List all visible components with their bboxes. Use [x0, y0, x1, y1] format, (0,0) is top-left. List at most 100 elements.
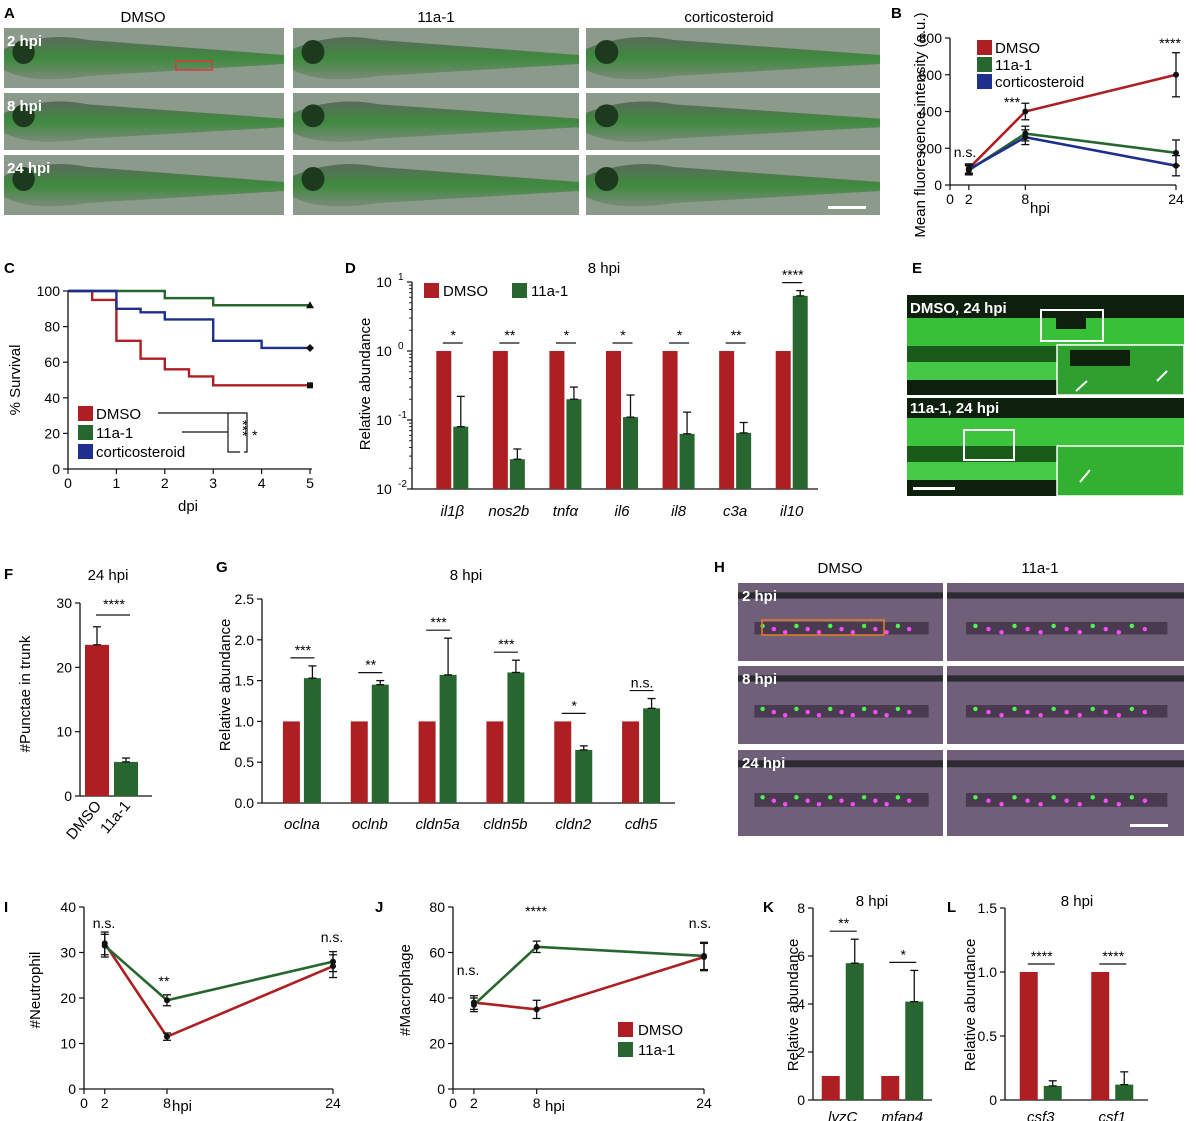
labelled-cell: [782, 712, 788, 718]
f-y-tick-label: 10: [56, 724, 72, 740]
l-axes: 0 0.5 1.0 1.5: [978, 900, 1148, 1108]
b-data-point: [1173, 162, 1179, 169]
labelled-cell: [1116, 801, 1122, 807]
c-end-marker: [306, 343, 314, 352]
k-y-tick-label: 0: [797, 1092, 805, 1108]
c-x-tick-label: 1: [113, 475, 121, 491]
labelled-cell: [1025, 798, 1030, 803]
j-data-point: [533, 1006, 540, 1013]
col-label-dmso: DMSO: [121, 9, 166, 26]
row-label: 2 hpi: [742, 588, 777, 605]
b-sig-24hpi: ****: [1159, 35, 1181, 51]
c-legend-dmso: DMSO: [96, 406, 141, 423]
larva-dorsal-band: [947, 760, 1184, 768]
panel-e: E DMSO, 24 hpi 11a-1, 24 hpi: [907, 260, 1185, 497]
k-sig-label: *: [901, 946, 907, 962]
panel-letter-j: J: [375, 899, 383, 916]
panel-g: G 8 hpi Relative abundance 0.0 0.5 1.0 1.5 2…: [216, 559, 675, 833]
c-x-tick-label: 2: [161, 475, 169, 491]
panel-letter-i: I: [4, 899, 8, 916]
b-legend-swatch-corticosteroid: [977, 74, 992, 89]
l-sig-label: ****: [1102, 948, 1124, 964]
i-data-point: [164, 1033, 170, 1040]
j-y-tick-label: 80: [429, 899, 445, 915]
g-category-label: cldn5a: [415, 816, 459, 833]
larva-dorsal-band: [947, 592, 1184, 599]
labelled-cell: [973, 795, 978, 800]
row-label: 2 hpi: [7, 33, 42, 50]
d-bar-11a1: [736, 432, 752, 489]
labelled-cell: [782, 629, 788, 635]
c-sig-11a1: ***: [235, 420, 251, 437]
d-y-tick-exponent: 1: [398, 272, 404, 283]
labelled-cell: [999, 629, 1004, 635]
f-bar: [114, 761, 138, 796]
d-category-label: il10: [780, 503, 804, 520]
c-plot: [68, 289, 314, 389]
labelled-cell: [760, 795, 765, 800]
j-legend-dmso: DMSO: [638, 1022, 683, 1039]
g-sig-label: **: [365, 657, 376, 673]
d-bar-11a1: [623, 417, 638, 489]
labelled-cell: [816, 629, 822, 635]
labelled-cell: [760, 706, 765, 712]
labelled-cell: [771, 798, 777, 803]
j-x-tick-label: 8: [533, 1095, 541, 1111]
l-title: 8 hpi: [1061, 893, 1094, 910]
labelled-cell: [1012, 795, 1017, 800]
j-xlabel: hpi: [545, 1098, 565, 1115]
g-y-tick-label: 2.0: [235, 632, 255, 648]
c-legend: DMSO 11a-1 corticosteroid *** *: [78, 406, 258, 461]
k-category-label: mfap4: [881, 1109, 923, 1121]
larva-body: [4, 101, 284, 142]
k-bar-dmso: [821, 1076, 840, 1100]
larva-eye: [12, 104, 35, 128]
c-y-tick-label: 80: [44, 319, 60, 335]
d-title: 8 hpi: [588, 260, 621, 277]
e-micrograph-dmso: DMSO, 24 hpi: [907, 295, 1185, 396]
labelled-cell: [861, 795, 867, 800]
larva-body: [586, 37, 880, 80]
b-data-point: [1022, 108, 1029, 115]
g-bar-dmso: [554, 721, 572, 803]
labelled-cell: [861, 623, 867, 629]
d-category-label: il1β: [440, 503, 464, 520]
i-data-point: [164, 997, 170, 1004]
d-legend-swatch-dmso: [424, 283, 439, 298]
k-sig-label: **: [838, 915, 849, 931]
labelled-cell: [884, 712, 889, 718]
b-y-tick-label: 0: [934, 177, 942, 193]
panel-f: F 24 hpi #Punctae in trunk 0 10 20 30 DMSO1…: [4, 566, 152, 843]
b-legend-11a1: 11a-1: [995, 57, 1032, 74]
larva-eye: [594, 167, 619, 191]
g-bar-dmso: [486, 721, 504, 803]
labelled-cell: [1077, 629, 1082, 635]
i-plot: [100, 931, 337, 1041]
g-bar-11a1: [439, 674, 457, 803]
labelled-cell: [1103, 626, 1108, 632]
b-x-tick-label: 0: [946, 191, 954, 207]
d-category-label: tnfα: [553, 503, 579, 520]
labelled-cell: [850, 629, 855, 635]
g-bar-11a1: [575, 749, 593, 803]
j-series-line: [473, 945, 705, 1006]
j-legend-swatch-11a1: [618, 1042, 633, 1057]
d-y-tick-label: 10: [376, 412, 392, 428]
f-y-tick-label: 0: [64, 788, 72, 804]
g-bar-dmso: [418, 721, 436, 803]
j-legend-11a1: 11a-1: [638, 1042, 675, 1059]
labelled-cell: [771, 626, 777, 632]
d-sig-label: *: [677, 327, 683, 343]
i-series-line: [103, 942, 334, 1039]
labelled-cell: [771, 709, 777, 715]
labelled-cell: [828, 706, 833, 712]
labelled-cell: [1064, 626, 1069, 632]
b-legend-swatch-dmso: [977, 40, 992, 55]
i-series-line: [103, 944, 334, 1002]
labelled-cell: [1012, 706, 1017, 712]
g-ylabel: Relative abundance: [217, 619, 234, 752]
labelled-cell: [1051, 795, 1056, 800]
